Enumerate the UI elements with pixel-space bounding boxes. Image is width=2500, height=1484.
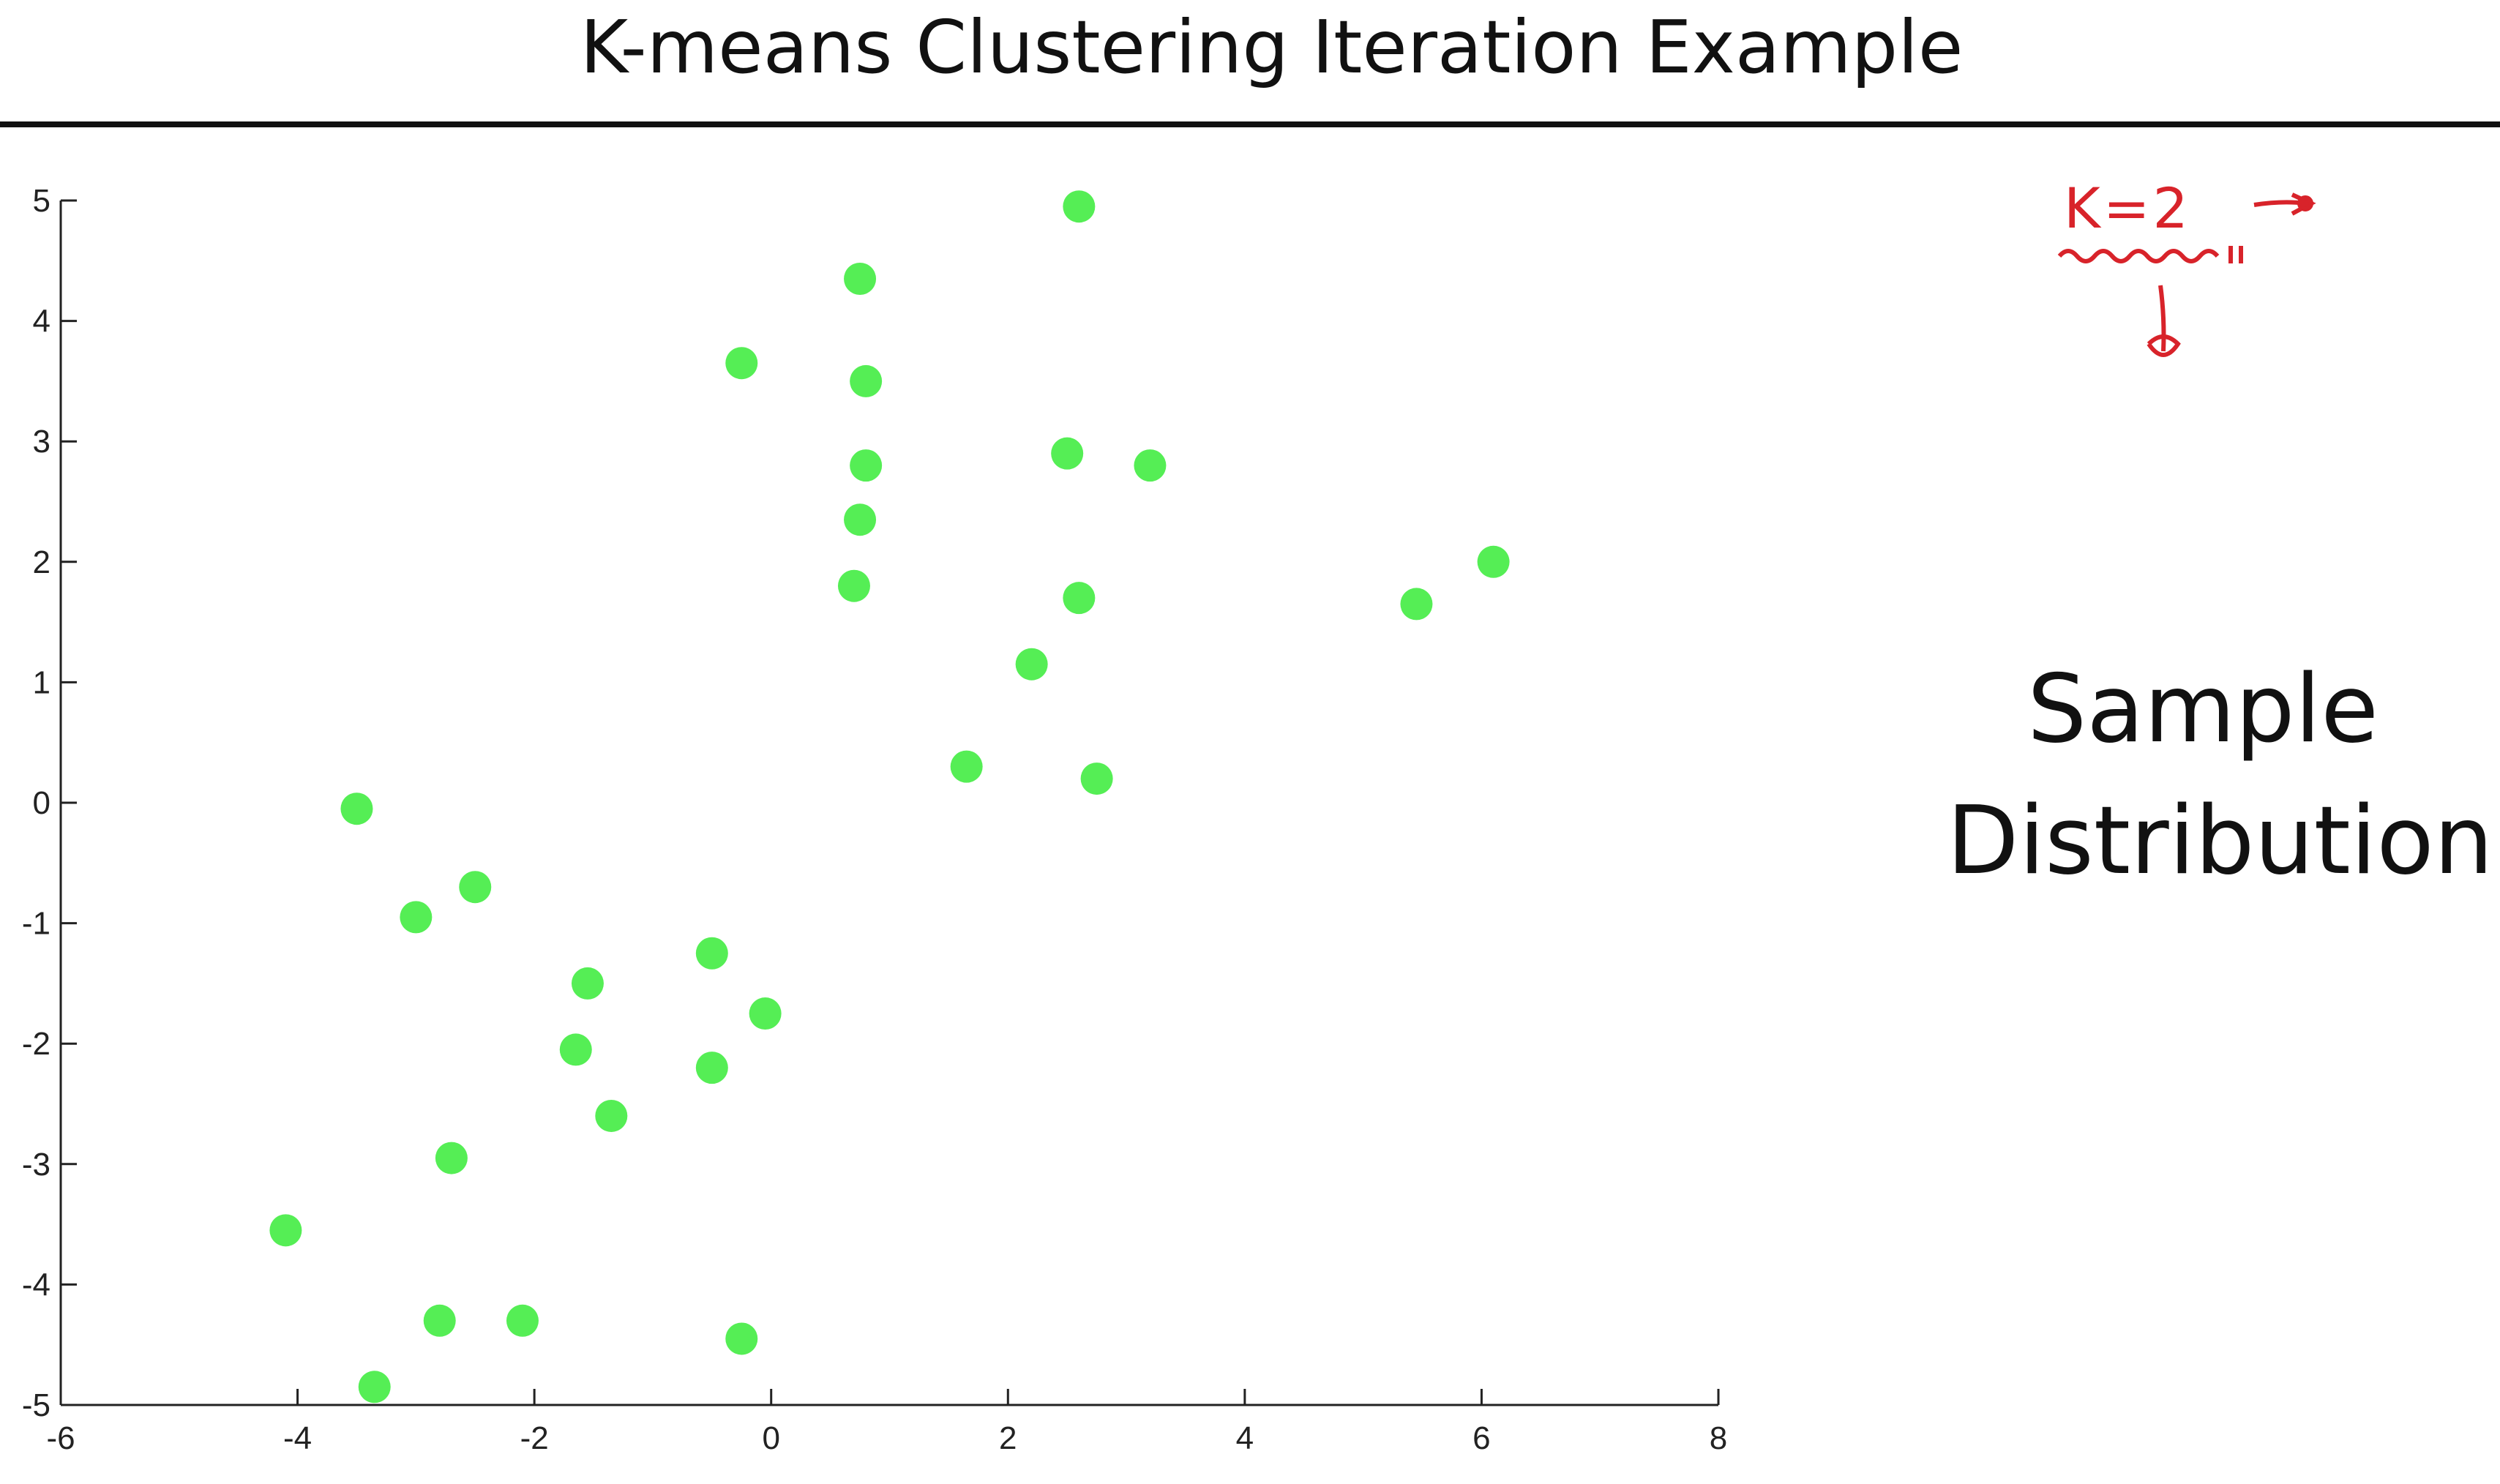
right-arrow-icon xyxy=(2253,192,2316,216)
data-point xyxy=(506,1304,539,1337)
x-tick-label: -2 xyxy=(520,1420,549,1456)
data-point xyxy=(725,347,758,380)
data-point xyxy=(844,262,877,295)
data-point xyxy=(1477,545,1510,578)
data-points xyxy=(269,190,1510,1404)
data-point xyxy=(837,569,870,602)
y-tick-label: 0 xyxy=(33,785,50,821)
data-point xyxy=(358,1371,391,1404)
data-point xyxy=(1015,648,1048,681)
y-tick-label: 4 xyxy=(33,304,50,340)
data-point xyxy=(1080,762,1113,795)
data-point xyxy=(340,792,373,825)
data-point xyxy=(950,750,983,783)
x-tick-label: -4 xyxy=(283,1420,312,1456)
y-tick-label: 1 xyxy=(33,664,50,700)
data-point xyxy=(695,937,728,970)
y-axis-ticks: 5 4 3 2 1 0 -1 -2 -3 -4 -5 xyxy=(22,183,77,1423)
data-point xyxy=(571,967,604,1000)
data-point xyxy=(269,1214,302,1247)
x-tick-label: 8 xyxy=(1710,1420,1727,1456)
data-point xyxy=(1134,449,1167,482)
y-tick-label: 2 xyxy=(33,544,50,580)
data-point xyxy=(423,1304,456,1337)
y-tick-label: -5 xyxy=(22,1387,50,1423)
data-point xyxy=(725,1322,758,1355)
y-tick-label: -4 xyxy=(22,1267,50,1303)
data-point xyxy=(850,449,883,482)
data-point xyxy=(400,901,433,934)
y-tick-label: 5 xyxy=(33,183,50,219)
side-label: Sample Distribution xyxy=(1947,644,2493,907)
side-label-line-2: Distribution xyxy=(1947,787,2493,896)
title-divider xyxy=(0,121,2500,127)
data-point xyxy=(1400,588,1433,621)
slide-title: K-means Clustering Iteration Example xyxy=(580,4,1964,90)
down-arrow-icon xyxy=(2147,285,2181,357)
data-point xyxy=(1063,190,1096,223)
data-point xyxy=(435,1142,468,1174)
x-tick-label: -6 xyxy=(46,1420,75,1456)
y-tick-label: 3 xyxy=(33,424,50,460)
data-point xyxy=(749,997,782,1030)
data-point xyxy=(695,1052,728,1084)
data-point xyxy=(1051,437,1084,470)
data-point xyxy=(1063,582,1096,615)
x-tick-label: 2 xyxy=(999,1420,1017,1456)
wavy-underline-icon xyxy=(2057,246,2243,263)
x-tick-label: 0 xyxy=(762,1420,779,1456)
side-label-line-1: Sample xyxy=(2027,655,2379,764)
data-point xyxy=(459,871,492,904)
data-point xyxy=(844,503,877,536)
handwritten-annotation: K=2 xyxy=(2035,146,2357,381)
annotation-text: K=2 xyxy=(2064,176,2191,241)
x-axis-ticks: -6 -4 -2 0 2 4 6 8 xyxy=(46,1389,1727,1456)
x-tick-label: 6 xyxy=(1472,1420,1490,1456)
y-tick-label: -3 xyxy=(22,1147,50,1183)
data-point xyxy=(850,364,883,397)
y-tick-label: -2 xyxy=(22,1026,50,1062)
x-tick-label: 4 xyxy=(1236,1420,1254,1456)
y-tick-label: -1 xyxy=(22,906,50,942)
plot-axes xyxy=(59,201,1718,1406)
data-point xyxy=(595,1099,628,1132)
data-point xyxy=(559,1033,592,1066)
